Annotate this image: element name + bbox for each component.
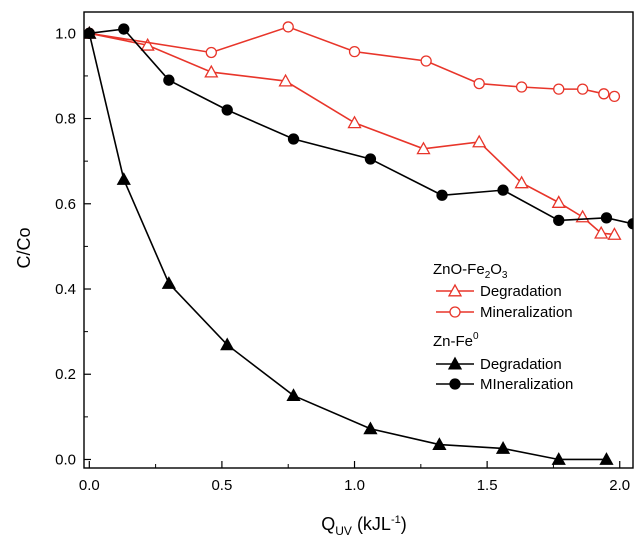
- data-point: [205, 46, 217, 59]
- data-point: [163, 74, 175, 86]
- data-point: [436, 189, 448, 201]
- data-point: [495, 441, 511, 454]
- data-point: [598, 88, 610, 100]
- data-point: [432, 437, 447, 451]
- x-tick-label: 1.0: [344, 477, 365, 494]
- data-point: [551, 452, 566, 465]
- data-point: [363, 421, 378, 435]
- legend-entry-zno-mineralization: Mineralization: [436, 304, 573, 321]
- data-point: [627, 218, 633, 230]
- series-zno-mineralization: [84, 21, 621, 103]
- data-point: [347, 115, 362, 129]
- data-point: [553, 214, 565, 227]
- x-tick-label: 1.5: [477, 477, 498, 494]
- tick-layer: 0.0 0.5 1.0 1.5 2.0 0.0 0.2 0.4 0.6 0.8 1.0: [55, 25, 630, 494]
- legend-group-title-zno-fe2o3: ZnO-Fe2O3: [433, 261, 508, 281]
- data-point: [84, 27, 95, 39]
- legend-marker: [447, 356, 463, 370]
- x-axis-title-sub: UV: [335, 524, 352, 538]
- data-point: [220, 337, 235, 351]
- data-point: [286, 388, 301, 402]
- data-point: [607, 227, 622, 240]
- data-point: [221, 104, 233, 116]
- series-zno-degradation: [84, 25, 622, 240]
- data-point: [594, 225, 609, 239]
- y-tick-label: 1.0: [55, 25, 76, 42]
- x-axis-title-main: Q: [321, 514, 335, 534]
- legend-label: Degradation: [480, 283, 562, 300]
- y-tick-label: 0.4: [55, 281, 76, 298]
- series-znfe-mineralization: [84, 23, 633, 230]
- data-point: [420, 55, 432, 67]
- series-line: [89, 26, 615, 98]
- data-point: [278, 73, 293, 87]
- data-point: [551, 195, 566, 208]
- series-line: [89, 32, 615, 236]
- data-point: [473, 77, 485, 90]
- y-tick-label: 0.2: [55, 366, 76, 383]
- legend: ZnO-Fe2O3 Degradation Mineralization Zn-…: [433, 261, 573, 393]
- legend-marker: [449, 378, 461, 390]
- legend-marker: [449, 306, 461, 318]
- x-axis-title-unit: (kJL: [352, 514, 391, 534]
- x-tick-label: 0.5: [211, 477, 232, 494]
- data-point: [161, 276, 176, 289]
- x-axis-title-close: ): [401, 514, 407, 534]
- x-tick-label: 0.0: [79, 477, 100, 494]
- data-point: [472, 134, 487, 148]
- data-point: [287, 133, 300, 145]
- plot-frame: [83, 11, 634, 469]
- data-point: [514, 175, 529, 189]
- data-point: [600, 212, 613, 224]
- data-point: [364, 153, 377, 165]
- data-point: [118, 23, 130, 35]
- data-point: [576, 83, 589, 95]
- series-line: [89, 28, 633, 225]
- data-point: [575, 209, 590, 223]
- legend-entry-zno-degradation: Degradation: [436, 283, 562, 300]
- legend-label: Degradation: [480, 356, 562, 373]
- legend-group-title-zn-fe0: Zn-Fe0: [433, 331, 479, 350]
- data-point: [599, 452, 614, 465]
- data-point: [282, 21, 294, 33]
- data-point: [348, 45, 361, 58]
- data-point: [204, 64, 219, 78]
- x-axis-title: QUV (kJL-1): [321, 514, 406, 538]
- y-tick-label: 0.0: [55, 451, 76, 468]
- legend-label: Mineralization: [480, 304, 573, 321]
- data-point: [608, 90, 621, 103]
- legend-entry-znfe-degradation: Degradation: [436, 356, 562, 373]
- data-point: [553, 83, 565, 95]
- data-point: [416, 141, 431, 155]
- legend-label: MIneralization: [480, 376, 573, 393]
- data-point: [140, 37, 155, 51]
- y-tick-label: 0.6: [55, 196, 76, 213]
- y-axis-title: C/Co: [14, 227, 34, 268]
- legend-marker: [447, 283, 463, 297]
- series-line: [88, 33, 607, 461]
- data-point: [116, 172, 131, 185]
- x-axis-title-sup: -1: [391, 514, 401, 526]
- data-point: [497, 184, 509, 196]
- data-point: [515, 81, 528, 93]
- x-tick-label: 2.0: [609, 477, 630, 494]
- legend-entry-znfe-mineralization: MIneralization: [436, 376, 573, 393]
- series-znfe-degradation: [84, 25, 614, 465]
- series-layer: [84, 21, 633, 465]
- y-tick-label: 0.8: [55, 111, 76, 128]
